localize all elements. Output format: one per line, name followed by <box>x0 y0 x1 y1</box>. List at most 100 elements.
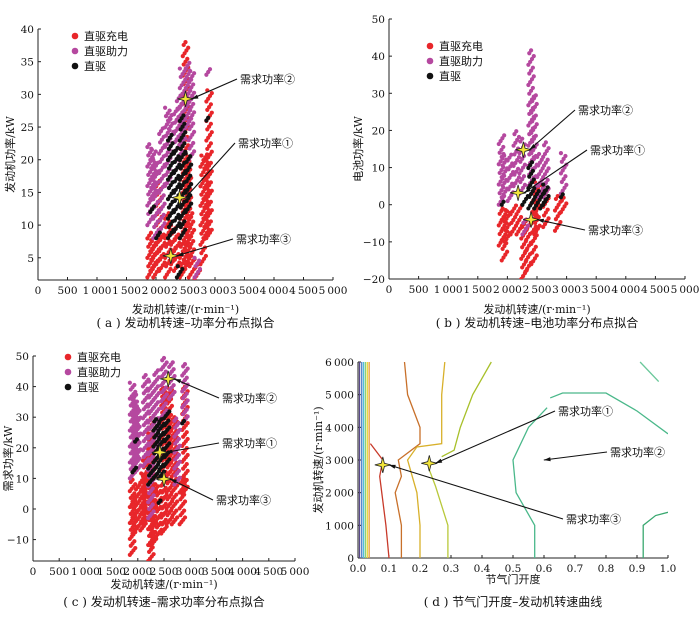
demand-power-star-marker <box>171 189 188 206</box>
data-point <box>541 182 546 187</box>
data-point <box>168 412 174 418</box>
x-tick-label: 0.4 <box>474 563 491 575</box>
demand-power-star-marker <box>151 444 168 461</box>
data-point <box>564 201 569 206</box>
data-point <box>534 142 539 147</box>
data-point <box>162 240 167 246</box>
y-tick-label: 4 000 <box>325 422 354 434</box>
data-point <box>185 398 190 403</box>
x-tick-label: 2 500 <box>171 285 200 297</box>
data-point <box>545 207 550 212</box>
data-point <box>183 130 188 135</box>
legend-marker <box>64 368 72 376</box>
chart-panel-a: 0 500 1 000 1 500 2 000 2 500 3 000 3 500 4 000 4… <box>3 24 347 330</box>
data-point <box>502 133 507 138</box>
data-point <box>558 151 564 156</box>
data-point <box>137 408 142 413</box>
annotation-arrow <box>169 478 214 501</box>
data-point <box>133 482 138 487</box>
arrow-head-icon <box>435 458 443 464</box>
x-tick-label: 1 500 <box>463 284 492 296</box>
data-point <box>186 45 191 50</box>
data-point <box>503 207 508 213</box>
data-point <box>175 515 180 520</box>
data-point <box>533 93 538 98</box>
legend-label: 直驱充电 <box>84 29 128 43</box>
data-point <box>183 227 188 232</box>
data-point <box>161 212 166 217</box>
x-tick-label: 0.0 <box>350 563 367 575</box>
data-point <box>174 508 179 513</box>
plot-area <box>358 361 668 558</box>
data-point <box>162 221 167 226</box>
arrow-head-icon <box>388 464 396 469</box>
data-point <box>192 90 197 95</box>
data-point <box>155 484 160 489</box>
data-point <box>177 459 182 464</box>
data-point <box>184 430 189 435</box>
x-tick-label: 4 000 <box>260 285 289 297</box>
data-point <box>148 230 154 235</box>
data-point <box>176 436 181 442</box>
data-point <box>516 134 522 140</box>
annotation-label: 需求功率② <box>222 391 277 405</box>
data-point <box>182 499 188 504</box>
y-tick-label: 2 000 <box>325 488 354 500</box>
annotation-arrow <box>173 378 220 399</box>
data-point <box>163 369 168 374</box>
data-point <box>167 457 172 462</box>
data-point <box>184 375 189 380</box>
data-point <box>501 199 506 204</box>
data-point <box>522 162 528 167</box>
data-point <box>156 406 161 412</box>
data-point <box>530 65 535 70</box>
y-axis-label: 需求功率/kW <box>1 425 15 491</box>
data-point <box>560 192 565 197</box>
contour-line <box>394 361 421 558</box>
data-point <box>171 383 176 388</box>
data-point <box>167 425 172 430</box>
legend-marker <box>71 62 79 70</box>
legend-marker <box>426 72 434 80</box>
annotation-label: 需求功率① <box>222 436 277 450</box>
annotation-arrow <box>165 442 220 453</box>
y-axis-label: 电池功率/kW <box>351 115 365 181</box>
annotation-label: 需求功率① <box>558 404 613 418</box>
data-point <box>533 133 538 138</box>
annotation-arrow <box>536 219 586 231</box>
data-point <box>534 253 539 258</box>
legend-marker <box>426 57 434 65</box>
data-point <box>514 129 519 134</box>
data-point <box>185 436 190 442</box>
y-tick-label: 0 <box>347 553 354 565</box>
data-point <box>167 108 172 113</box>
data-point <box>137 440 142 445</box>
data-point <box>162 201 167 206</box>
data-point <box>515 166 521 171</box>
arrow-head-icon <box>176 252 184 257</box>
data-point <box>182 508 187 513</box>
annotation-label: 需求功率② <box>610 445 665 459</box>
data-point <box>522 182 528 188</box>
x-tick-label: 4 500 <box>254 566 283 578</box>
data-point <box>185 414 190 419</box>
data-point <box>531 177 536 182</box>
data-point <box>531 74 536 79</box>
annotation-arrow <box>543 451 608 461</box>
data-point <box>505 249 510 254</box>
y-tick-label: 30 <box>372 88 385 100</box>
data-point <box>191 121 196 126</box>
data-point <box>147 379 152 384</box>
data-point <box>150 502 155 507</box>
data-point <box>132 491 137 496</box>
data-point <box>209 208 214 213</box>
data-point <box>180 266 185 272</box>
data-point <box>558 219 563 225</box>
data-point <box>155 400 161 405</box>
x-tick-label: 1 500 <box>112 285 141 297</box>
data-point <box>185 468 190 474</box>
data-point <box>207 67 213 72</box>
